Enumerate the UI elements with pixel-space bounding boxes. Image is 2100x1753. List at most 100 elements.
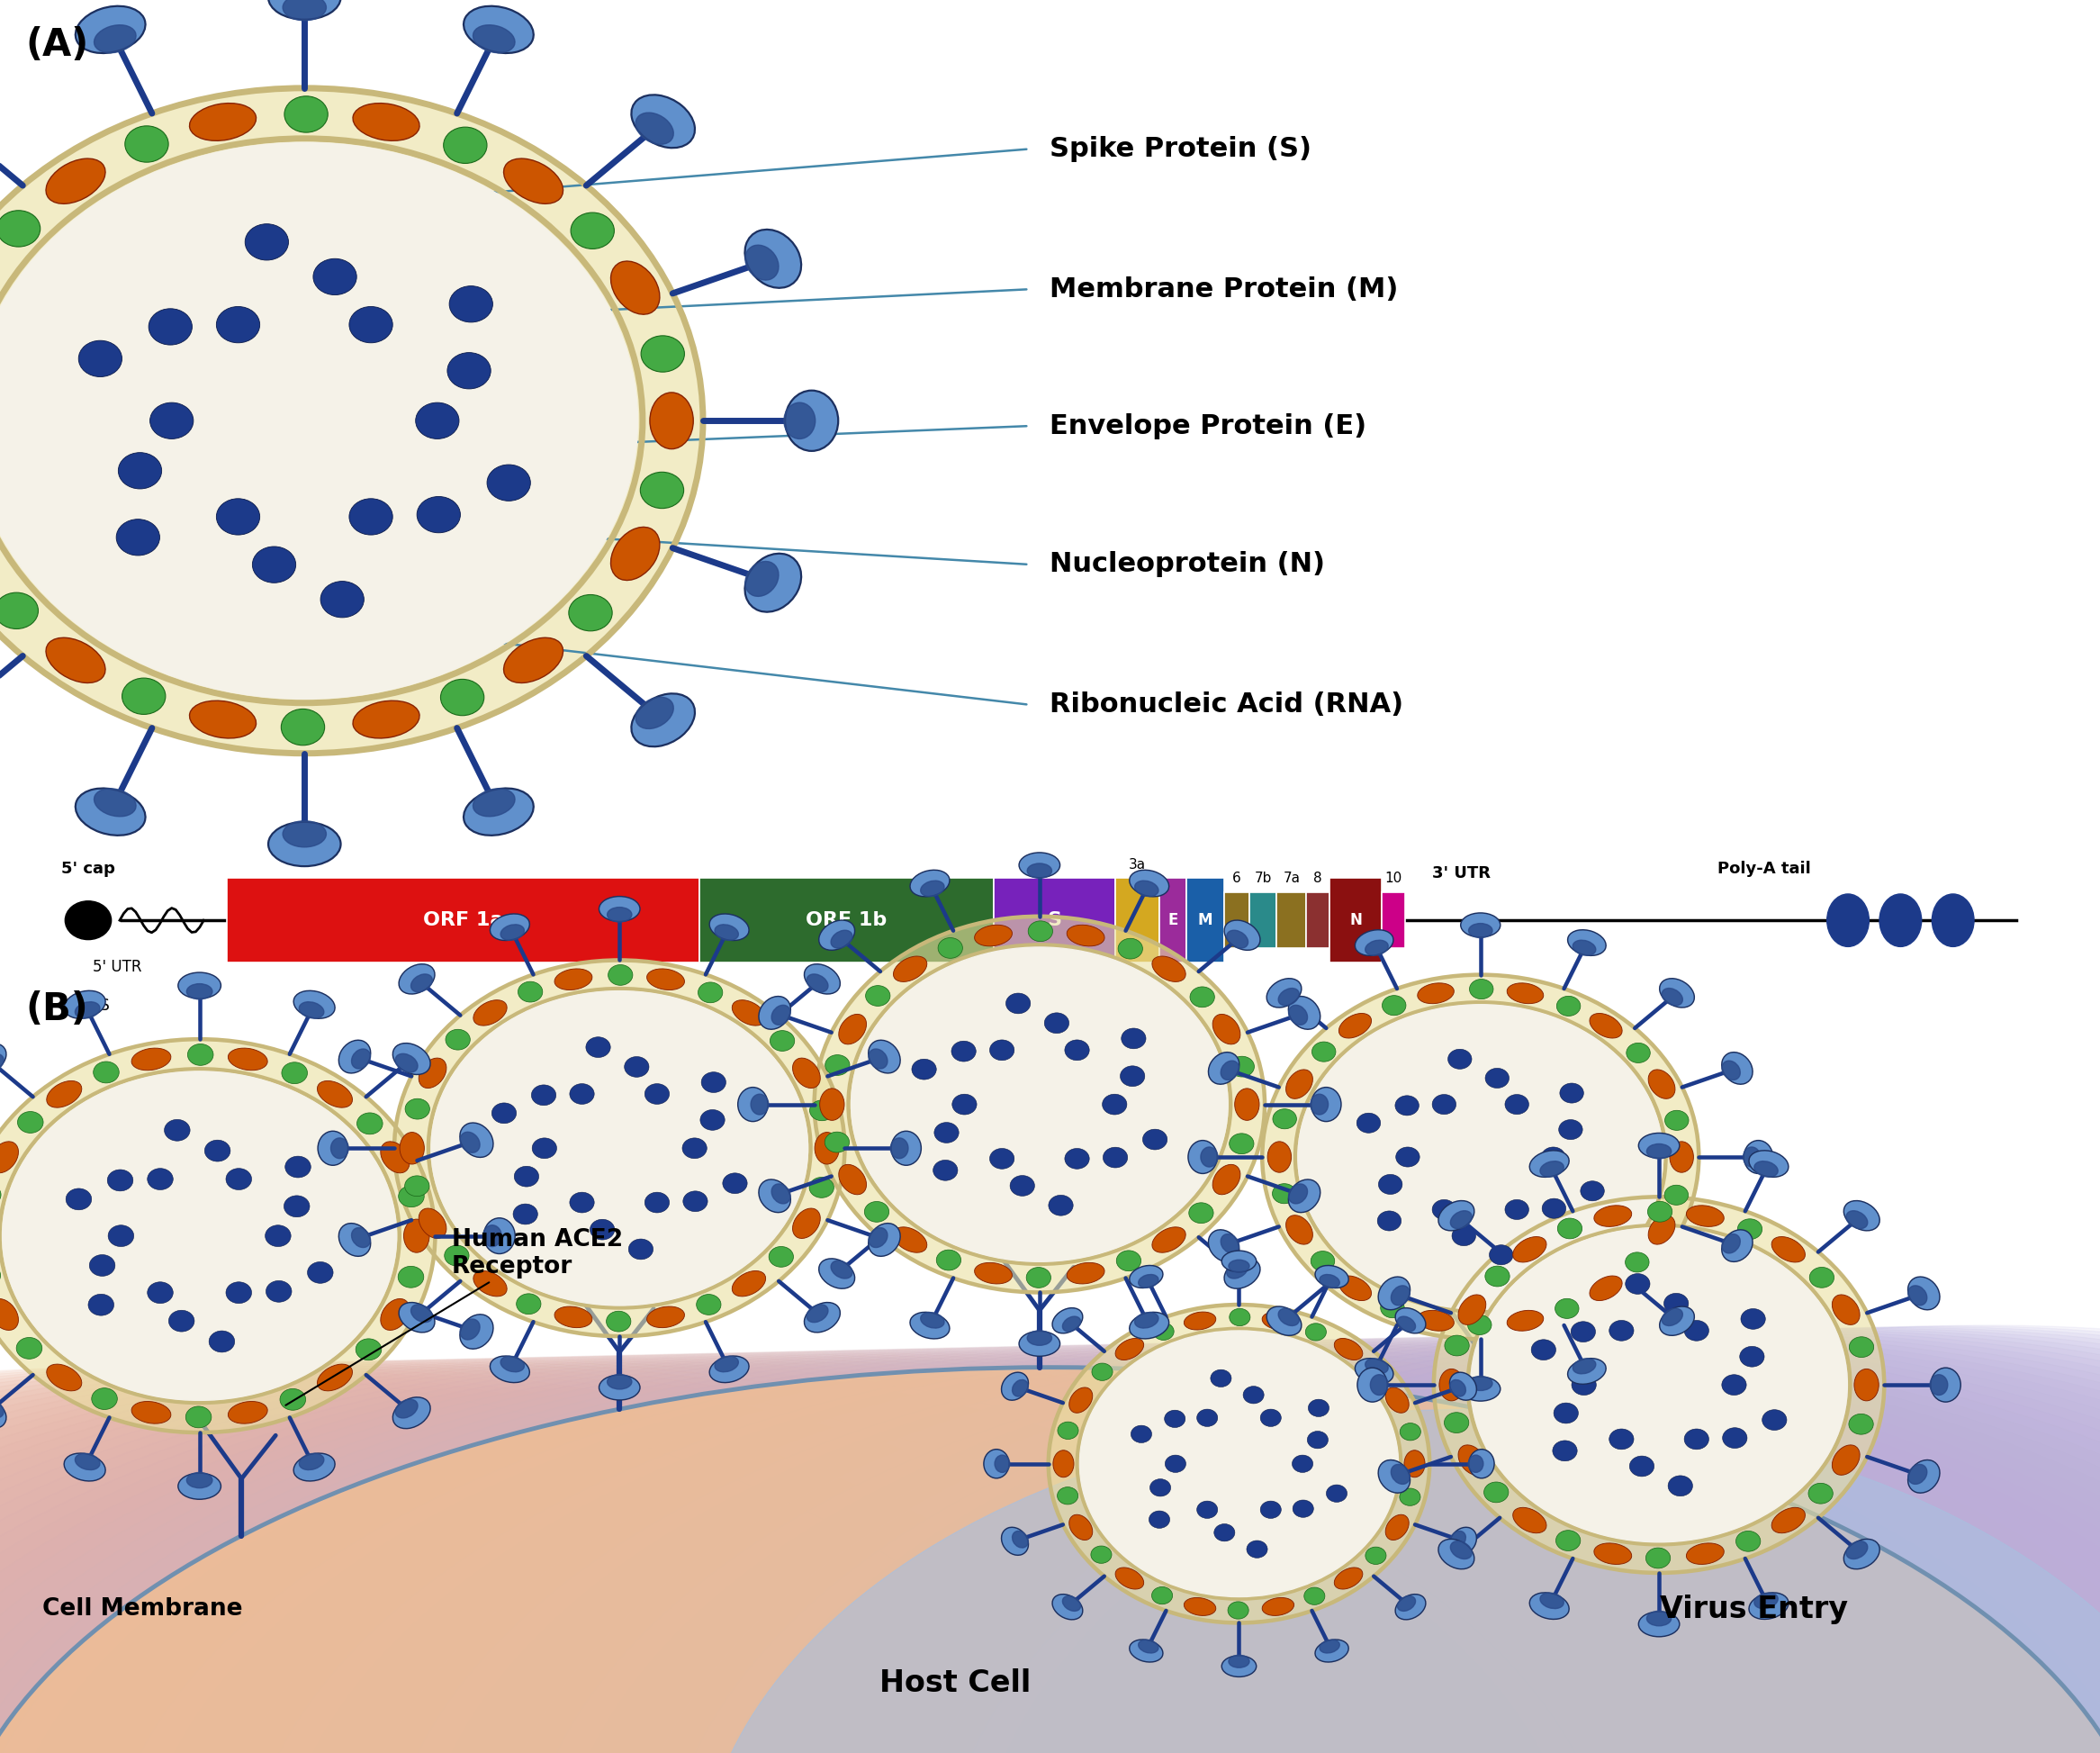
- Ellipse shape: [1115, 1567, 1144, 1590]
- Ellipse shape: [1266, 1306, 1302, 1336]
- Ellipse shape: [189, 103, 256, 140]
- Circle shape: [1102, 1146, 1128, 1167]
- Ellipse shape: [1457, 1444, 1487, 1474]
- Text: 3a: 3a: [1128, 857, 1147, 871]
- Ellipse shape: [771, 1004, 790, 1026]
- Ellipse shape: [0, 1350, 1995, 1753]
- Circle shape: [1684, 1429, 1709, 1450]
- Text: M: M: [1197, 912, 1214, 929]
- Ellipse shape: [1354, 929, 1392, 955]
- Circle shape: [951, 1041, 976, 1062]
- Circle shape: [149, 309, 191, 345]
- Ellipse shape: [132, 1048, 170, 1071]
- Ellipse shape: [0, 1359, 1543, 1753]
- Circle shape: [607, 1311, 630, 1332]
- Ellipse shape: [1390, 1285, 1409, 1306]
- Ellipse shape: [353, 701, 420, 738]
- Ellipse shape: [0, 1345, 2100, 1753]
- Ellipse shape: [1449, 1530, 1466, 1548]
- Ellipse shape: [269, 0, 340, 19]
- Ellipse shape: [1854, 1369, 1880, 1401]
- Circle shape: [701, 1073, 727, 1092]
- Circle shape: [937, 1250, 962, 1271]
- Ellipse shape: [1088, 1339, 1390, 1588]
- Ellipse shape: [745, 561, 779, 596]
- Text: (B): (B): [25, 990, 88, 1029]
- Ellipse shape: [1063, 1317, 1082, 1332]
- Ellipse shape: [1686, 1206, 1724, 1227]
- Ellipse shape: [1396, 1595, 1415, 1611]
- Circle shape: [1485, 1266, 1510, 1287]
- Ellipse shape: [804, 1302, 840, 1332]
- Ellipse shape: [473, 999, 506, 1026]
- Ellipse shape: [0, 1346, 2100, 1753]
- Circle shape: [1304, 1588, 1325, 1604]
- Circle shape: [1121, 1029, 1147, 1048]
- Circle shape: [1260, 1501, 1281, 1518]
- Circle shape: [1210, 1369, 1231, 1387]
- Ellipse shape: [892, 1227, 926, 1253]
- Circle shape: [1722, 1427, 1747, 1448]
- Ellipse shape: [1289, 1004, 1308, 1026]
- Circle shape: [1151, 1480, 1170, 1497]
- Ellipse shape: [647, 969, 685, 990]
- Circle shape: [951, 1094, 976, 1115]
- Ellipse shape: [1457, 1295, 1487, 1325]
- Ellipse shape: [976, 1325, 2100, 1753]
- Ellipse shape: [1386, 1387, 1409, 1413]
- Ellipse shape: [1212, 1164, 1241, 1194]
- Circle shape: [355, 1339, 382, 1360]
- Ellipse shape: [1226, 931, 1247, 948]
- Ellipse shape: [1333, 1338, 1363, 1360]
- Ellipse shape: [850, 947, 1228, 1262]
- Ellipse shape: [178, 973, 220, 999]
- Ellipse shape: [187, 983, 212, 999]
- Circle shape: [1667, 1476, 1693, 1495]
- Ellipse shape: [1749, 1150, 1789, 1176]
- Ellipse shape: [0, 1399, 4, 1418]
- Ellipse shape: [710, 1357, 750, 1383]
- Ellipse shape: [1226, 1260, 1247, 1278]
- Ellipse shape: [34, 1345, 2100, 1753]
- Ellipse shape: [1222, 1655, 1256, 1678]
- Ellipse shape: [1222, 1250, 1256, 1273]
- Ellipse shape: [1512, 1508, 1546, 1534]
- Ellipse shape: [1772, 1236, 1806, 1262]
- Circle shape: [1558, 1120, 1583, 1139]
- Circle shape: [1541, 1199, 1567, 1218]
- Circle shape: [1197, 1501, 1218, 1518]
- Circle shape: [416, 403, 460, 438]
- Ellipse shape: [1365, 1359, 1388, 1374]
- Ellipse shape: [783, 403, 815, 438]
- Ellipse shape: [1354, 1359, 1392, 1385]
- Ellipse shape: [189, 701, 256, 738]
- Circle shape: [187, 1045, 214, 1066]
- Circle shape: [443, 126, 487, 163]
- Ellipse shape: [395, 961, 844, 1336]
- Circle shape: [1312, 1041, 1336, 1062]
- Ellipse shape: [611, 261, 659, 314]
- Ellipse shape: [1130, 1639, 1163, 1662]
- Bar: [1186, 878, 1224, 962]
- Circle shape: [307, 1262, 334, 1283]
- Circle shape: [17, 1111, 44, 1132]
- Ellipse shape: [1289, 996, 1321, 1029]
- Circle shape: [586, 1038, 611, 1057]
- Ellipse shape: [819, 920, 855, 950]
- Ellipse shape: [208, 1341, 2100, 1753]
- Ellipse shape: [636, 112, 674, 144]
- Ellipse shape: [1279, 1308, 1300, 1325]
- Ellipse shape: [1844, 1201, 1879, 1231]
- Ellipse shape: [1405, 1450, 1426, 1478]
- Ellipse shape: [0, 1357, 1613, 1753]
- Ellipse shape: [1646, 1611, 1672, 1625]
- Ellipse shape: [662, 1332, 2100, 1753]
- Ellipse shape: [785, 391, 838, 451]
- Circle shape: [609, 964, 632, 985]
- Circle shape: [1382, 996, 1407, 1015]
- Ellipse shape: [941, 1325, 2100, 1753]
- Ellipse shape: [909, 1313, 949, 1339]
- Circle shape: [1848, 1415, 1873, 1434]
- Ellipse shape: [1449, 1380, 1466, 1397]
- Ellipse shape: [1052, 1450, 1073, 1478]
